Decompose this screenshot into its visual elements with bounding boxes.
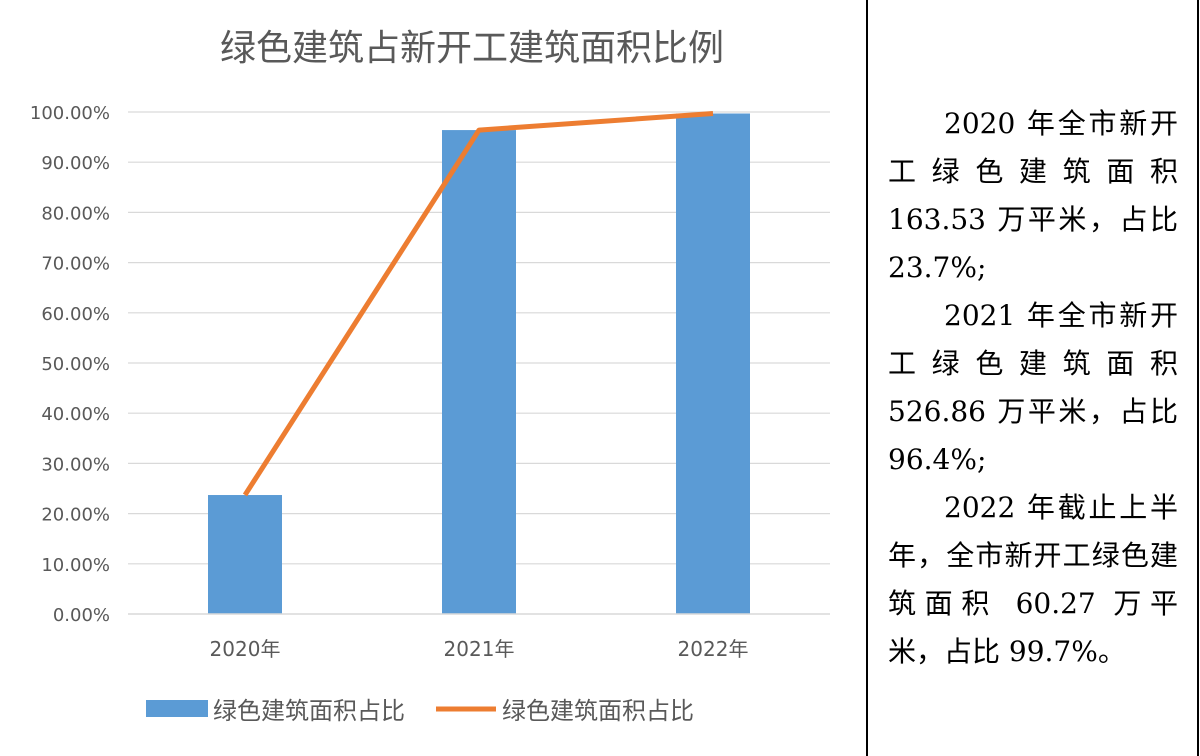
y-tick-label: 60.00%: [41, 304, 110, 325]
chart-panel: 绿色建筑占新开工建筑面积比例 0.00% 10.00% 20.00% 30.00% 40…: [29, 28, 830, 725]
y-tick-label: 80.00%: [41, 203, 110, 224]
right-border: [1197, 0, 1199, 756]
legend-bar-swatch: [146, 700, 208, 717]
y-tick-label: 70.00%: [41, 254, 110, 275]
y-tick-label: 50.00%: [41, 354, 110, 375]
y-tick-label: 40.00%: [41, 404, 110, 425]
x-tick-label: 2021年: [444, 637, 515, 661]
x-tick-label: 2022年: [678, 637, 749, 661]
legend: 绿色建筑面积占比 绿色建筑面积占比: [146, 697, 694, 725]
bar: [442, 130, 516, 614]
legend-bar-label: 绿色建筑面积占比: [213, 697, 405, 725]
y-tick-label: 10.00%: [41, 555, 110, 576]
bar-series: [208, 113, 750, 615]
description-paragraph-2022: 2022 年截止上半年，全市新开工绿色建筑面积 60.27 万平米，占比 99.…: [888, 491, 1178, 668]
combo-chart: 绿色建筑占新开工建筑面积比例 0.00% 10.00% 20.00% 30.00% 40…: [30, 28, 830, 725]
description-text: 2020 年全市新开工绿色建筑面积 163.53 万平米，占比 23.7%; 2…: [888, 100, 1178, 676]
y-tick-label: 90.00%: [41, 153, 110, 174]
y-tick-label: 20.00%: [41, 505, 110, 526]
chart-title: 绿色建筑占新开工建筑面积比例: [220, 28, 724, 69]
panel-divider: [866, 0, 868, 756]
x-axis-tick-labels: 2020年 2021年 2022年: [210, 637, 749, 661]
line-series-path: [242, 111, 714, 497]
y-axis-tick-labels: 0.00% 10.00% 20.00% 30.00% 40.00% 50.00% 60.00…: [30, 103, 110, 626]
line-series: [242, 111, 714, 497]
bar: [676, 113, 750, 615]
y-tick-label: 0.00%: [53, 605, 110, 626]
y-tick-label: 30.00%: [41, 454, 110, 475]
x-tick-label: 2020年: [210, 637, 281, 661]
description-paragraph-2020: 2020 年全市新开工绿色建筑面积 163.53 万平米，占比 23.7%;: [888, 107, 1178, 284]
description-paragraph-2021: 2021 年全市新开工绿色建筑面积 526.86 万平米，占比 96.4%;: [888, 299, 1178, 476]
bar: [208, 495, 282, 614]
legend-line-label: 绿色建筑面积占比: [502, 697, 694, 725]
y-tick-label: 100.00%: [30, 103, 110, 124]
